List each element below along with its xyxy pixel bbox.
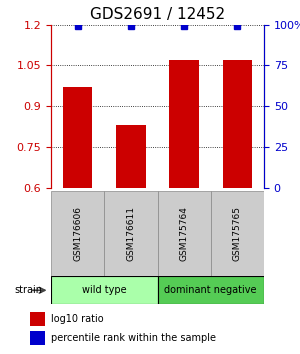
Text: log10 ratio: log10 ratio xyxy=(51,314,104,324)
Title: GDS2691 / 12452: GDS2691 / 12452 xyxy=(90,7,225,22)
Bar xyxy=(169,60,199,188)
Bar xyxy=(104,191,158,276)
Bar xyxy=(51,191,104,276)
Bar xyxy=(30,331,45,345)
Bar xyxy=(116,125,146,188)
Bar xyxy=(211,191,264,276)
Text: GSM175765: GSM175765 xyxy=(233,206,242,261)
Bar xyxy=(223,60,252,188)
Text: percentile rank within the sample: percentile rank within the sample xyxy=(51,333,216,343)
Bar xyxy=(158,276,264,304)
Bar xyxy=(51,276,158,304)
Text: wild type: wild type xyxy=(82,285,127,295)
Bar xyxy=(158,191,211,276)
Text: GSM175764: GSM175764 xyxy=(180,206,189,261)
Bar xyxy=(30,312,45,326)
Bar xyxy=(63,87,92,188)
Text: GSM176606: GSM176606 xyxy=(73,206,82,261)
Text: strain: strain xyxy=(14,285,42,295)
Text: dominant negative: dominant negative xyxy=(164,285,257,295)
Text: GSM176611: GSM176611 xyxy=(126,206,135,261)
